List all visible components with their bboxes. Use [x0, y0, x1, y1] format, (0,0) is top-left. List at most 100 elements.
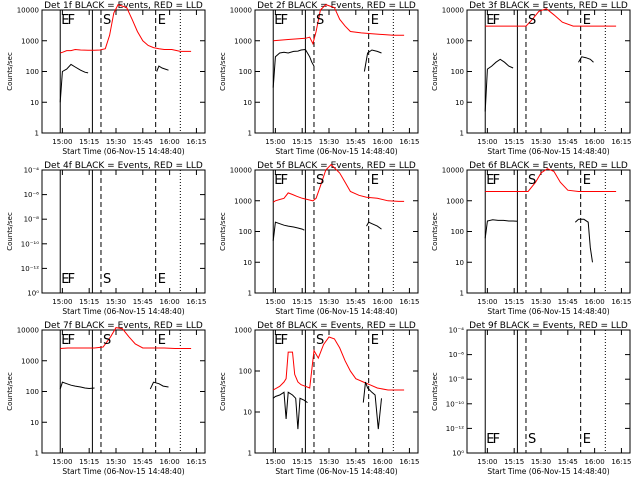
panel-title: Det 9f BLACK = Events, RED = LLD — [469, 321, 628, 331]
y-tick-label: 10 — [243, 409, 252, 417]
marker-label: E — [158, 333, 166, 348]
x-tick-label: 15:00 — [477, 138, 497, 146]
x-axis-label: Start Time (06-Nov-15 14:48:40) — [62, 467, 184, 476]
y-tick-label: 10 — [243, 259, 252, 267]
x-tick-label: 15:00 — [477, 458, 497, 466]
marker-label: F — [68, 272, 75, 287]
marker-label: F — [68, 333, 75, 348]
y-tick-label: 10000 — [17, 327, 39, 335]
x-tick-label: 16:00 — [160, 458, 180, 466]
x-tick-label: 15:45 — [558, 138, 578, 146]
marker-label: E — [158, 13, 166, 28]
x-tick-label: 15:30 — [319, 458, 339, 466]
x-tick-label: 15:15 — [292, 458, 312, 466]
y-tick-label: 1000 — [21, 357, 39, 365]
y-tick-label: 10⁻¹² — [21, 265, 39, 273]
y-tick-label: 10000 — [230, 167, 252, 175]
x-axis-label: Start Time (06-Nov-15 14:48:40) — [62, 147, 184, 156]
events-series-line — [484, 58, 514, 112]
events-series-line — [59, 63, 89, 103]
y-tick-label: 10⁰ — [27, 290, 39, 298]
x-tick-label: 15:00 — [52, 458, 72, 466]
y-tick-label: 10⁻⁸ — [24, 216, 40, 224]
events-series-line — [578, 56, 594, 63]
x-tick-label: 16:15 — [186, 298, 206, 306]
detector-panel-7: Det 7f BLACK = Events, RED = LLD 10000 100… — [6, 321, 207, 476]
x-tick-label: 15:00 — [52, 138, 72, 146]
y-tick-label: 10 — [30, 419, 39, 427]
y-tick-label: 10 — [30, 99, 39, 107]
x-tick-label: 16:15 — [611, 298, 631, 306]
marker-label: S — [316, 13, 324, 28]
detector-panel-9: Det 9f BLACK = Events, RED = LLD 10⁻⁴ 10⁻⁶… — [431, 321, 632, 476]
x-tick-label: 15:15 — [504, 458, 524, 466]
x-tick-label: 15:00 — [265, 298, 285, 306]
x-tick-label: 16:15 — [399, 298, 419, 306]
marker-label: E — [274, 173, 282, 188]
marker-label: E — [158, 272, 166, 287]
x-tick-label: 15:45 — [133, 298, 153, 306]
events-series-line — [272, 48, 315, 88]
x-axis-label: Start Time (06-Nov-15 14:48:40) — [62, 307, 184, 316]
y-tick-label: 10⁻⁶ — [24, 191, 40, 199]
x-tick-label: 16:00 — [585, 298, 605, 306]
y-axis-label: Counts/sec — [6, 372, 14, 411]
x-axis-label: Start Time (06-Nov-15 14:48:40) — [275, 307, 397, 316]
lld-series-line — [272, 163, 405, 203]
marker-label: E — [61, 272, 69, 287]
marker-label: F — [281, 333, 288, 348]
x-tick-label: 16:15 — [186, 138, 206, 146]
y-tick-label: 10⁻⁴ — [449, 327, 465, 335]
x-tick-label: 15:45 — [133, 138, 153, 146]
x-axis-label: Start Time (06-Nov-15 14:48:40) — [487, 467, 609, 476]
marker-label: E — [61, 333, 69, 348]
y-tick-label: 1 — [460, 290, 464, 298]
y-axis-label: Counts/sec — [6, 52, 14, 91]
marker-label: S — [316, 333, 324, 348]
lld-series-line — [485, 168, 617, 192]
panel-title: Det 5f BLACK = Events, RED = LLD — [257, 161, 416, 171]
x-tick-label: 15:00 — [52, 298, 72, 306]
x-tick-label: 15:45 — [346, 458, 366, 466]
x-tick-label: 16:15 — [399, 138, 419, 146]
marker-label: E — [371, 173, 379, 188]
x-tick-label: 15:00 — [265, 458, 285, 466]
x-tick-label: 15:30 — [319, 298, 339, 306]
x-tick-label: 15:00 — [477, 298, 497, 306]
events-series-line — [362, 381, 382, 430]
y-tick-label: 100 — [451, 228, 464, 236]
y-tick-label: 10 — [243, 99, 252, 107]
y-axis-label: Counts/sec — [431, 212, 439, 251]
x-tick-label: 16:00 — [585, 458, 605, 466]
x-tick-label: 15:00 — [265, 138, 285, 146]
x-tick-label: 15:30 — [106, 138, 126, 146]
x-tick-label: 15:30 — [106, 458, 126, 466]
y-tick-label: 100 — [239, 68, 252, 76]
marker-label: S — [103, 333, 111, 348]
y-tick-label: 10000 — [442, 7, 464, 15]
marker-label: F — [493, 173, 500, 188]
y-tick-label: 1000 — [21, 37, 39, 45]
events-series-line — [272, 221, 305, 241]
detector-panel-4: Det 4f BLACK = Events, RED = LLD 10⁻⁴ 10⁻⁶… — [6, 161, 207, 316]
y-tick-label: 100 — [239, 368, 252, 376]
marker-label: F — [493, 432, 500, 447]
y-tick-label: 1 — [248, 450, 252, 458]
marker-label: S — [528, 173, 536, 188]
x-tick-label: 16:15 — [611, 458, 631, 466]
y-tick-label: 100 — [26, 68, 39, 76]
marker-label: F — [493, 13, 500, 28]
y-tick-label: 100 — [26, 388, 39, 396]
panel-title: Det 8f BLACK = Events, RED = LLD — [257, 321, 416, 331]
x-tick-label: 15:15 — [504, 298, 524, 306]
marker-label: E — [583, 432, 591, 447]
y-axis-label: Counts/sec — [219, 52, 227, 91]
marker-label: E — [61, 13, 69, 28]
marker-label: E — [583, 13, 591, 28]
x-axis-label: Start Time (06-Nov-15 14:48:40) — [487, 147, 609, 156]
x-axis-label: Start Time (06-Nov-15 14:48:40) — [275, 147, 397, 156]
marker-label: F — [281, 13, 288, 28]
x-axis-label: Start Time (06-Nov-15 14:48:40) — [275, 467, 397, 476]
lld-series-line — [272, 336, 405, 391]
x-tick-label: 15:45 — [558, 458, 578, 466]
